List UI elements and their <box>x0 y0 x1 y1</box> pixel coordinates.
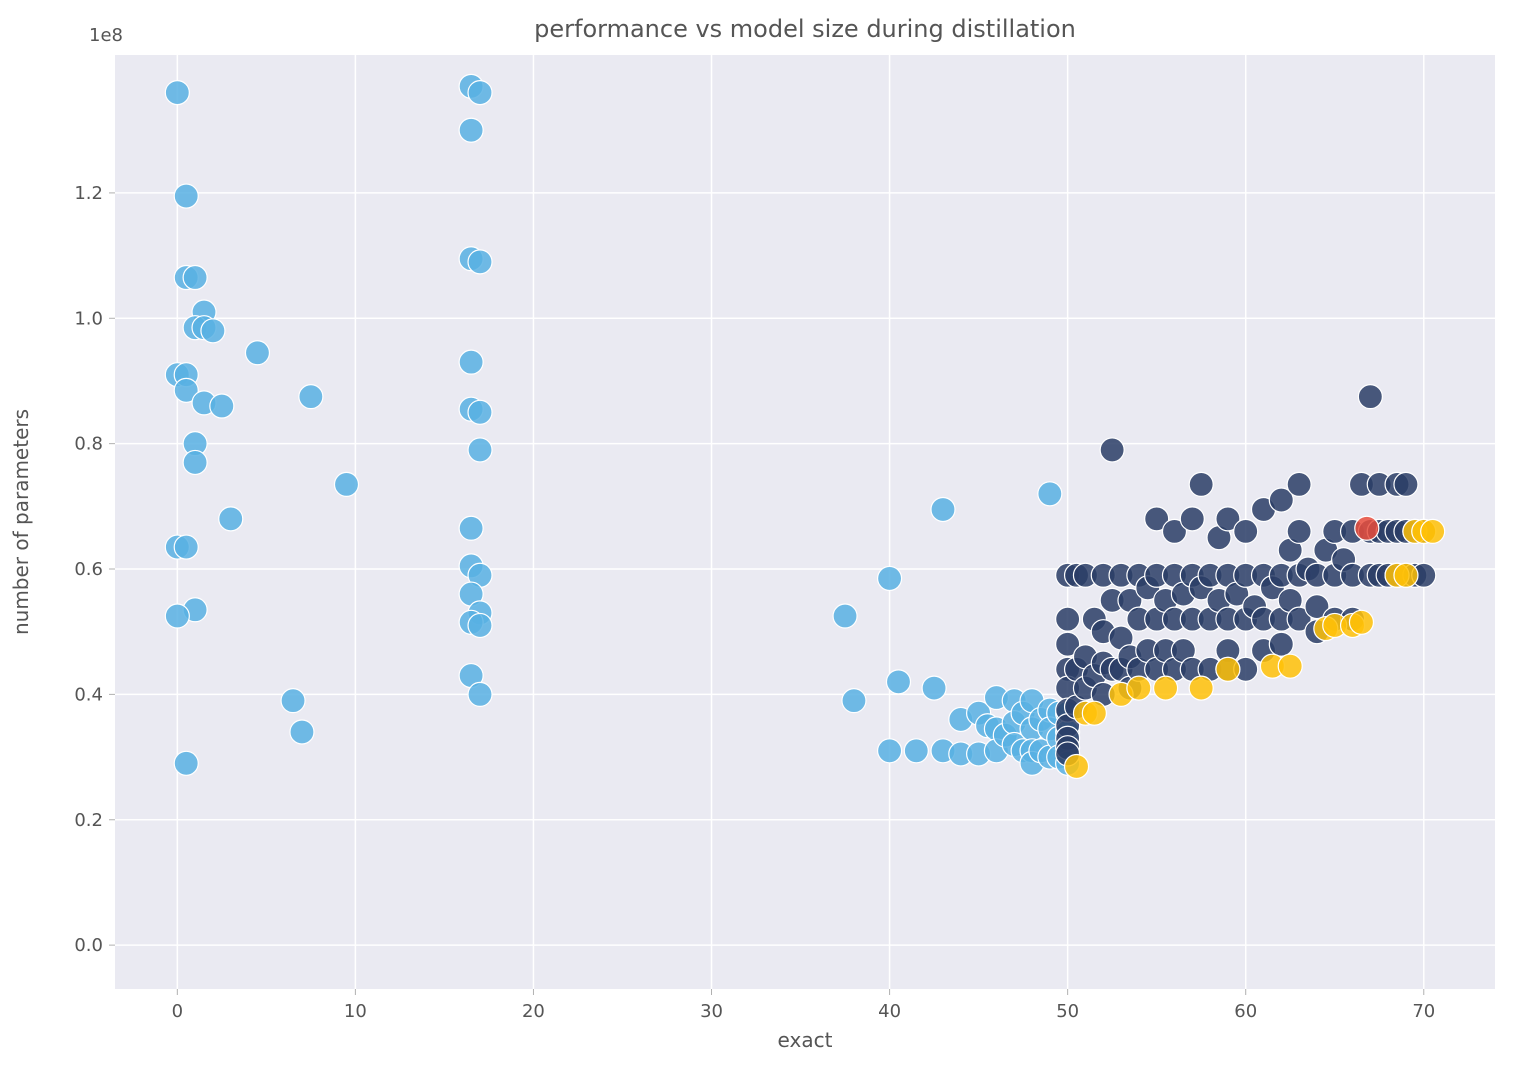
scatter-point-light <box>201 319 225 343</box>
scatter-point-light <box>174 535 198 559</box>
scatter-point-highlight <box>1355 516 1379 540</box>
scatter-point-light <box>219 507 243 531</box>
y-tick-label: 0.4 <box>74 684 103 705</box>
scatter-point-light <box>174 751 198 775</box>
x-tick-label: 60 <box>1234 1001 1257 1022</box>
x-tick-label: 30 <box>700 1001 723 1022</box>
scatter-point-pareto <box>1154 676 1178 700</box>
scatter-point-light <box>334 472 358 496</box>
scatter-point-light <box>1038 482 1062 506</box>
scatter-point-light <box>922 676 946 700</box>
scatter-point-light <box>468 682 492 706</box>
x-tick-label: 70 <box>1412 1001 1435 1022</box>
y-axis-label: number of parameters <box>9 409 33 635</box>
scatter-point-light <box>468 400 492 424</box>
plot-area <box>115 55 1495 989</box>
chart-title: performance vs model size during distill… <box>534 15 1076 43</box>
y-tick-label: 0.0 <box>74 935 103 956</box>
y-tick-label: 0.2 <box>74 810 103 831</box>
x-tick-label: 0 <box>172 1001 183 1022</box>
y-axis-offset: 1e8 <box>89 25 123 46</box>
scatter-point-light <box>468 613 492 637</box>
scatter-point-light <box>931 497 955 521</box>
scatter-point-light <box>174 184 198 208</box>
scatter-point-light <box>842 689 866 713</box>
scatter-point-dark <box>1269 632 1293 656</box>
scatter-point-light <box>459 350 483 374</box>
scatter-point-light <box>468 438 492 462</box>
x-tick-label: 20 <box>522 1001 545 1022</box>
y-tick-label: 0.8 <box>74 434 103 455</box>
y-tick-label: 0.6 <box>74 559 103 580</box>
scatter-point-dark <box>1287 472 1311 496</box>
scatter-point-pareto <box>1189 676 1213 700</box>
x-tick-label: 50 <box>1056 1001 1079 1022</box>
scatter-point-light <box>281 689 305 713</box>
y-tick-label: 1.0 <box>74 308 103 329</box>
scatter-point-dark <box>1234 519 1258 543</box>
scatter-point-light <box>886 670 910 694</box>
scatter-point-pareto <box>1082 701 1106 725</box>
x-tick-label: 10 <box>344 1001 367 1022</box>
scatter-point-pareto <box>1216 657 1240 681</box>
scatter-point-pareto <box>1127 676 1151 700</box>
scatter-point-light <box>299 385 323 409</box>
scatter-point-light <box>904 739 928 763</box>
scatter-point-light <box>878 566 902 590</box>
scatter-point-light <box>165 604 189 628</box>
scatter-point-dark <box>1056 607 1080 631</box>
scatter-point-light <box>878 739 902 763</box>
scatter-point-dark <box>1287 519 1311 543</box>
x-tick-label: 40 <box>878 1001 901 1022</box>
scatter-point-dark <box>1100 438 1124 462</box>
scatter-point-light <box>210 394 234 418</box>
y-tick-label: 1.2 <box>74 183 103 204</box>
scatter-point-light <box>459 516 483 540</box>
scatter-point-light <box>833 604 857 628</box>
scatter-point-dark <box>1358 385 1382 409</box>
x-axis-label: exact <box>778 1028 833 1052</box>
scatter-point-pareto <box>1421 519 1445 543</box>
scatter-point-light <box>459 118 483 142</box>
scatter-point-dark <box>1189 472 1213 496</box>
scatter-point-dark <box>1180 507 1204 531</box>
scatter-point-light <box>183 266 207 290</box>
scatter-point-dark <box>1394 472 1418 496</box>
scatter-point-pareto <box>1394 563 1418 587</box>
scatter-point-light <box>183 450 207 474</box>
scatter-point-pareto <box>1349 610 1373 634</box>
scatter-point-light <box>468 250 492 274</box>
scatter-point-light <box>468 81 492 105</box>
scatter-point-light <box>165 81 189 105</box>
scatter-point-light <box>245 341 269 365</box>
scatter-point-pareto <box>1065 754 1089 778</box>
scatter-point-light <box>290 720 314 744</box>
scatter-chart: 0 10 20 30 40 50 60 70 0.0 0.2 0.4 0.6 0.8 1.0 1.2 1e8 p… <box>0 0 1530 1069</box>
scatter-point-pareto <box>1278 654 1302 678</box>
chart-container: 0 10 20 30 40 50 60 70 0.0 0.2 0.4 0.6 0.8 1.0 1.2 1e8 p… <box>0 0 1530 1069</box>
